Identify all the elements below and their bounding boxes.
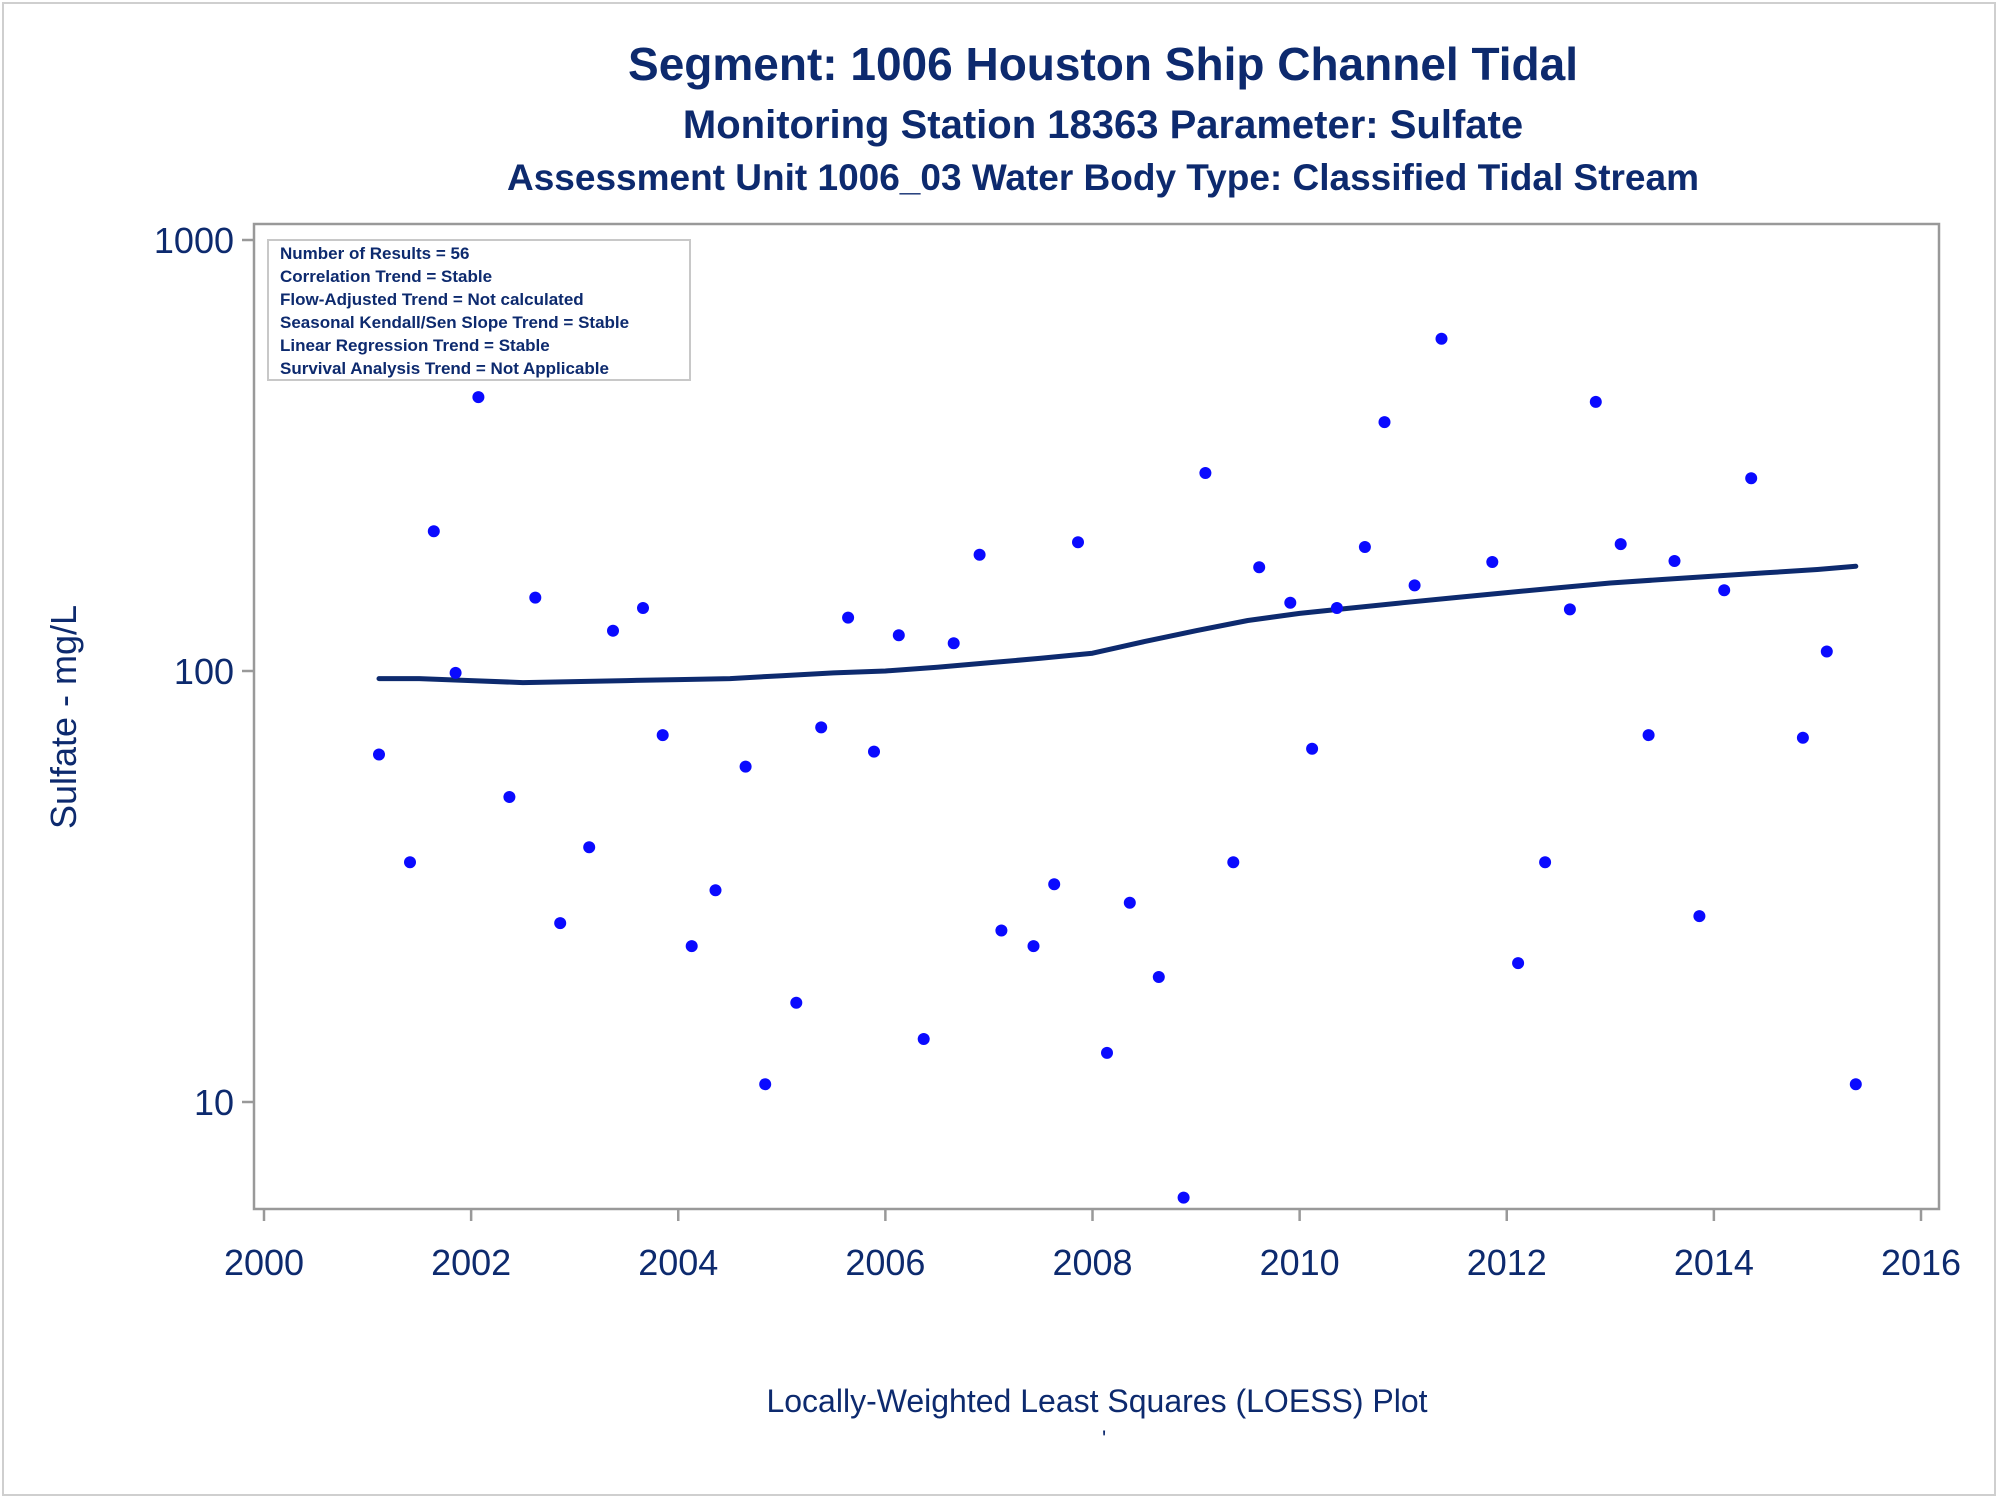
stats-box-border [267,239,691,381]
stats-box: Number of Results = 56 Correlation Trend… [267,239,691,381]
data-point [1177,1191,1190,1204]
data-point [503,791,516,803]
data-point [373,748,385,761]
data-point [1227,856,1240,869]
stats-line-results: Number of Results = 56 [280,244,469,263]
data-point [1668,555,1681,567]
data-point [637,602,649,614]
data-point [1408,579,1421,592]
chart-title: Segment: 1006 Houston Ship Channel Tidal [628,38,1578,90]
x-tick-label: 2016 [1881,1242,1961,1283]
x-tick-label: 2000 [224,1242,304,1283]
data-point [1745,472,1758,485]
x-tick-label: 2006 [845,1242,925,1283]
data-point [1486,556,1499,568]
data-point [1796,731,1809,744]
data-point [404,856,416,869]
data-point [1253,561,1266,574]
stats-line-survival: Survival Analysis Trend = Not Applicable [280,359,609,378]
x-tick-label: 2010 [1260,1242,1340,1283]
chart-subtitle-assessment: Assessment Unit 1006_03 Water Body Type:… [507,157,1699,198]
stats-line-correlation: Correlation Trend = Stable [280,267,492,286]
data-point [1589,395,1602,408]
data-point [529,591,542,604]
x-tick-label: 2008 [1052,1242,1132,1283]
x-tick-label: 2014 [1674,1242,1754,1283]
data-point [1358,541,1371,553]
data-point [759,1078,772,1091]
data-point [1027,940,1040,953]
stray-tick-mark: ' [1102,1426,1106,1451]
data-point [1512,957,1525,970]
data-point [995,924,1008,937]
y-tick-label: 100 [174,651,234,692]
data-point [739,760,752,773]
data-point [973,548,986,561]
data-point [1718,584,1731,597]
x-tick-label: 2012 [1467,1242,1547,1283]
data-point [1306,742,1319,755]
data-point [583,841,596,854]
data-point [1330,602,1343,614]
data-point [917,1033,930,1045]
stats-line-linear-regression: Linear Regression Trend = Stable [280,336,550,355]
loess-layer [376,563,1859,686]
y-tick-label: 10 [194,1082,234,1123]
loess-trend-line [376,563,1859,686]
data-point [1642,729,1655,742]
data-point [1849,1078,1862,1091]
data-point [427,525,440,538]
stats-line-flow-adjusted: Flow-Adjusted Trend = Not calculated [280,290,584,309]
data-point [842,611,855,624]
x-tick-label: 2002 [431,1242,511,1283]
data-point [1123,896,1136,909]
data-point [1378,416,1391,429]
data-point [790,996,803,1009]
x-tick-label: 2004 [638,1242,718,1283]
y-tick-label: 1000 [154,220,234,261]
data-point [1435,332,1448,345]
data-point [1539,856,1552,869]
y-axis: 10 100 1000 [154,220,254,1123]
data-point [1614,538,1627,551]
points-layer [373,332,1862,1204]
data-point [868,745,880,758]
data-point [1284,596,1297,609]
data-point [449,666,462,679]
data-point [1693,910,1706,923]
data-point [607,624,619,637]
data-point [472,391,485,404]
data-point [815,721,828,734]
data-point [1072,536,1084,549]
x-axis: 2000 2002 2004 2006 2008 2010 2012 2014 2016 [224,1209,1961,1283]
data-point [1101,1046,1113,1059]
stats-line-seasonal-kendall: Seasonal Kendall/Sen Slope Trend = Stabl… [280,313,629,332]
data-point [1199,467,1212,479]
data-point [892,629,905,642]
data-point [656,729,669,742]
data-point [1820,645,1833,658]
chart-subtitle-station: Monitoring Station 18363 Parameter: Sulf… [683,103,1523,147]
data-point [1048,878,1061,891]
footnote: Locally-Weighted Least Squares (LOESS) P… [766,1383,1427,1419]
data-point [1152,971,1165,983]
data-point [1563,603,1576,616]
data-point [685,940,698,953]
plot-area [252,222,1941,1211]
data-point [947,637,960,650]
y-axis-label: Sulfate - mg/L [43,605,84,829]
data-point [709,884,722,897]
data-point [554,917,567,930]
